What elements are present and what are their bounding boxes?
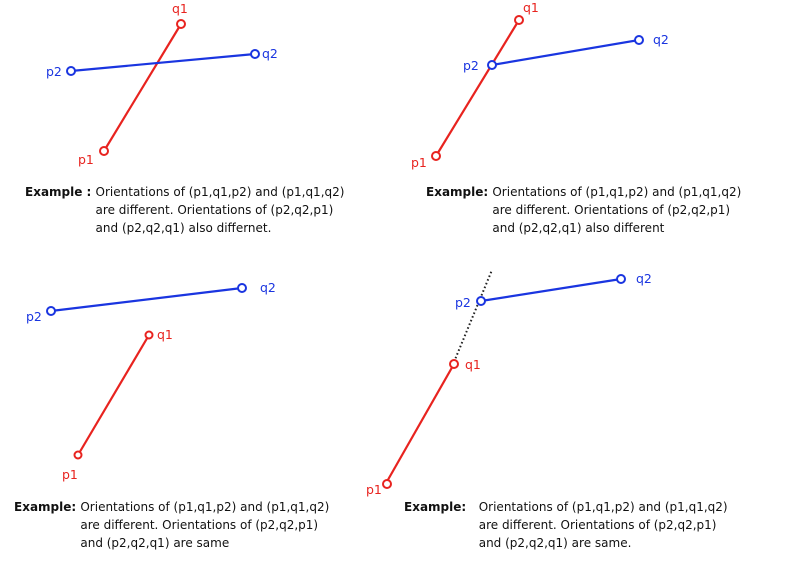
caption-line: and (p2,q2,q1) are same [80, 536, 230, 550]
point-q1 [514, 15, 524, 25]
point-p1 [73, 450, 83, 460]
segment-p2-q2 [50, 286, 243, 313]
point-p2 [46, 306, 56, 316]
caption-line: are different. Orientations of (p2,q2,p1… [80, 518, 319, 532]
caption-title: Example : [25, 185, 96, 199]
point-q2 [250, 49, 260, 59]
label-q1: q1 [465, 357, 481, 372]
caption-line: and (p2,q2,q1) also differnet. [95, 221, 272, 235]
point-q2 [237, 283, 247, 293]
caption-body: Orientations of (p1,q1,p2) and (p1,q1,q2… [96, 183, 345, 237]
caption-panel-4: Example: Orientations of (p1,q1,p2) and … [404, 498, 728, 552]
point-q1 [176, 19, 186, 29]
caption-line: Orientations of (p1,q1,p2) and (p1,q1,q2… [95, 185, 345, 199]
caption-body: Orientations of (p1,q1,p2) and (p1,q1,q2… [492, 183, 741, 237]
point-q2 [616, 274, 626, 284]
point-p1 [382, 479, 392, 489]
label-p2: p2 [26, 309, 42, 324]
point-q1 [449, 359, 459, 369]
label-q2: q2 [260, 280, 276, 295]
label-q1: q1 [523, 0, 539, 15]
caption-line: Orientations of (p1,q1,p2) and (p1,q1,q2… [80, 500, 330, 514]
caption-line: Orientations of (p1,q1,p2) and (p1,q1,q2… [478, 500, 728, 514]
label-q2: q2 [636, 271, 652, 286]
label-q2: q2 [262, 46, 278, 61]
segment-p1-q1 [77, 334, 150, 456]
caption-line: Orientations of (p1,q1,p2) and (p1,q1,q2… [492, 185, 742, 199]
caption-line: are different. Orientations of (p2,q2,p1… [95, 203, 334, 217]
label-p2: p2 [463, 58, 479, 73]
label-q1: q1 [157, 327, 173, 342]
panel-1-diagram: p1 q1 p2 q2 [46, 1, 278, 167]
label-p1: p1 [411, 155, 427, 170]
caption-panel-1: Example : Orientations of (p1,q1,p2) and… [25, 183, 344, 237]
extension-dotted-line [453, 269, 493, 363]
panel-2-diagram: p1 q1 p2 q2 [411, 0, 669, 170]
point-q2 [634, 35, 644, 45]
point-p2 [66, 66, 76, 76]
label-q2: q2 [653, 32, 669, 47]
caption-line: and (p2,q2,q1) also different [492, 221, 665, 235]
label-p1: p1 [366, 482, 382, 497]
point-q1 [144, 330, 154, 340]
point-p2 [487, 60, 497, 70]
caption-title: Example: [426, 185, 493, 199]
segment-p1-q1 [103, 23, 182, 152]
caption-panel-2: Example: Orientations of (p1,q1,p2) and … [426, 183, 741, 237]
panel-4-diagram: p1 q1 p2 q2 [366, 269, 652, 497]
point-p2 [476, 296, 486, 306]
caption-body: Orientations of (p1,q1,p2) and (p1,q1,q2… [80, 498, 329, 552]
caption-line: are different. Orientations of (p2,q2,p1… [478, 518, 717, 532]
label-p1: p1 [78, 152, 94, 167]
caption-line: are different. Orientations of (p2,q2,p1… [492, 203, 731, 217]
label-p2: p2 [46, 64, 62, 79]
caption-title: Example: [404, 500, 479, 514]
caption-body: Orientations of (p1,q1,p2) and (p1,q1,q2… [479, 498, 728, 552]
segment-p1-q1 [435, 19, 520, 157]
label-q1: q1 [172, 1, 188, 16]
panel-3-diagram: p1 q1 p2 q2 [26, 280, 276, 482]
caption-panel-3: Example: Orientations of (p1,q1,p2) and … [14, 498, 329, 552]
segment-p2-q2 [491, 38, 640, 67]
caption-title: Example: [14, 500, 81, 514]
caption-line: and (p2,q2,q1) are same. [478, 536, 632, 550]
segment-p2-q2 [70, 52, 256, 73]
point-p1 [431, 151, 441, 161]
segment-p1-q1 [384, 363, 455, 486]
label-p2: p2 [455, 295, 471, 310]
segment-p2-q2 [480, 277, 622, 303]
label-p1: p1 [62, 467, 78, 482]
point-p1 [99, 146, 109, 156]
